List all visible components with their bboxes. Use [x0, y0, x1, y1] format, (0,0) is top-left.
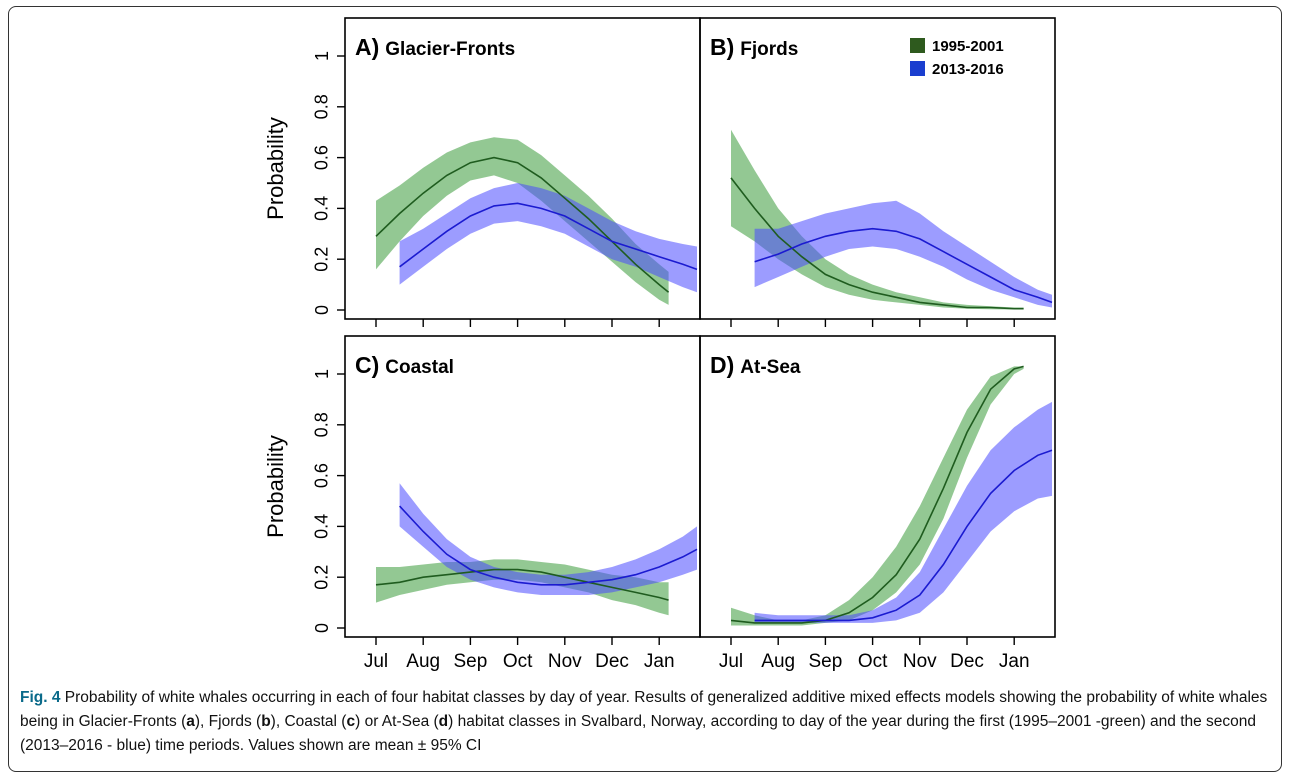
mean-line-2013-2016: [399, 202, 698, 271]
mean-line-1995-2001: [375, 568, 669, 601]
panel-name: At-Sea: [740, 357, 801, 378]
y-tick-label: 0.4: [312, 196, 332, 221]
y-tick-label: 0.8: [312, 412, 332, 437]
panel-title: A) Glacier-Fronts: [355, 34, 515, 60]
plot-area: [375, 483, 698, 616]
caption-panel-letter: a: [186, 713, 195, 730]
y-tick-label: 0.4: [312, 514, 332, 539]
y-tick-label: 1: [312, 51, 332, 61]
legend-swatch: [910, 38, 925, 53]
y-tick-label: 0.6: [312, 145, 332, 170]
y-axis-label: Probability: [263, 435, 288, 538]
x-tick-label: Jul: [719, 651, 743, 672]
ci-band-2013-2016: [399, 183, 697, 293]
panel-frame: [699, 17, 1056, 320]
ci-band-2013-2016: [754, 401, 1052, 623]
x-tick-label: Jul: [364, 651, 388, 672]
figure-frame: [8, 6, 1282, 772]
panel-letter: A): [355, 34, 379, 60]
y-axis-label: Probability: [263, 117, 288, 220]
caption-rest: a), Fjords (b), Coastal (c) or At-Sea (d…: [20, 713, 1256, 754]
x-tick-label: Jan: [999, 651, 1030, 672]
caption-text: ), Fjords (: [194, 713, 262, 730]
y-tick-label: 0: [312, 305, 332, 315]
ci-band-1995-2001: [376, 137, 669, 305]
panel-letter: B): [710, 34, 734, 60]
x-tick-label: Aug: [406, 651, 440, 672]
plot-area: [375, 137, 698, 305]
panel-2: B) Fjords 1995-2001 2013-2016: [699, 17, 1056, 327]
x-tick-label: Dec: [950, 651, 984, 672]
mean-line-2013-2016: [754, 227, 1053, 304]
plot-area: [730, 365, 1053, 626]
panel-name: Glacier-Fronts: [385, 39, 515, 60]
caption-text: ), Coastal (: [270, 713, 347, 730]
panel-3: C) Coastal Jul Aug Sep Oct Nov Dec Jan 0 0.2 0.4 0.6…: [263, 335, 701, 672]
x-tick-label: Oct: [858, 651, 888, 672]
mean-line-2013-2016: [399, 505, 698, 586]
panel-frame: [699, 335, 1056, 638]
panel-name: Coastal: [385, 357, 454, 378]
x-tick-label: Nov: [548, 651, 582, 672]
caption-text: ) habitat classes in Svalbard, Norway, a…: [20, 713, 1257, 754]
ci-band-2013-2016: [754, 200, 1052, 308]
panel-letter: D): [710, 352, 734, 378]
panel-name: Fjords: [740, 39, 798, 60]
caption-label: Fig. 4: [20, 689, 61, 706]
caption-panel-letter: b: [261, 713, 271, 730]
x-tick-label: Sep: [453, 651, 487, 672]
mean-line-1995-2001: [375, 156, 670, 293]
y-tick-label: 0.8: [312, 94, 332, 119]
caption-text: ) or At-Sea (: [355, 713, 439, 730]
caption-title: Probability of white whales occurring in…: [20, 689, 1268, 730]
caption-panel-letter: c: [346, 713, 356, 730]
figure-chart: A) Glacier-Fronts 0 0.2 0.4 0.6 0.8 1 Probabilit…: [263, 17, 1056, 672]
panel-title: C) Coastal: [355, 352, 454, 378]
y-tick-label: 0.2: [312, 247, 332, 272]
x-tick-label: Nov: [903, 651, 937, 672]
x-tick-label: Dec: [595, 651, 629, 672]
panel-4: D) At-Sea Jul Aug Sep Oct Nov Dec Jan: [699, 335, 1056, 672]
x-tick-label: Sep: [808, 651, 842, 672]
mean-line-2013-2016: [754, 449, 1053, 622]
y-tick-label: 0: [312, 623, 332, 633]
legend-label: 2013-2016: [932, 61, 1004, 78]
plot-area: [730, 129, 1053, 310]
panel-1: A) Glacier-Fronts 0 0.2 0.4 0.6 0.8 1 Probabilit…: [263, 17, 701, 327]
x-tick-label: Oct: [503, 651, 533, 672]
ci-band-2013-2016: [399, 483, 697, 595]
y-tick-label: 0.6: [312, 463, 332, 488]
panel-letter: C): [355, 352, 379, 378]
panel-title: B) Fjords: [710, 34, 798, 60]
caption-panel-letter: d: [438, 713, 449, 730]
y-tick-label: 1: [312, 369, 332, 379]
figure-caption: Fig. 4 Probability of white whales occur…: [20, 686, 1272, 758]
y-tick-label: 0.2: [312, 565, 332, 590]
panel-title: D) At-Sea: [710, 352, 801, 378]
mean-line-1995-2001: [730, 365, 1024, 624]
legend-label: 1995-2001: [932, 38, 1004, 55]
legend-swatch: [910, 61, 925, 76]
mean-line-1995-2001: [730, 177, 1024, 310]
x-tick-label: Jan: [644, 651, 675, 672]
x-tick-label: Aug: [761, 651, 795, 672]
ci-band-1995-2001: [731, 366, 1024, 626]
